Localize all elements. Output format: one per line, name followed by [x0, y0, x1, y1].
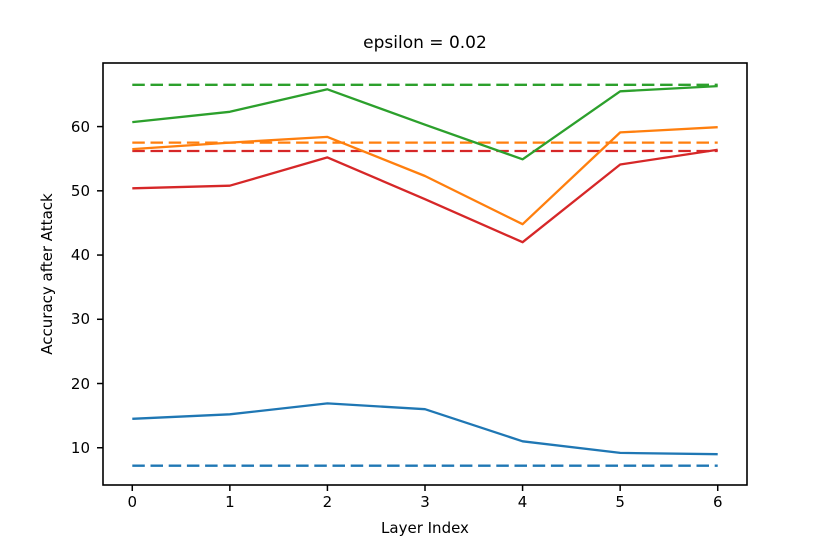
- orange-solid-line: [132, 126, 718, 226]
- x-tick-label: 4: [517, 493, 528, 511]
- y-tick-label: 50: [70, 181, 90, 200]
- axes-frame: [102, 62, 748, 486]
- x-tick-label: 0: [127, 493, 138, 511]
- green-solid-line: [132, 84, 718, 161]
- x-tick-label: 6: [712, 493, 723, 511]
- x-tick-label: 3: [420, 493, 430, 511]
- y-tick-label: 20: [70, 374, 90, 393]
- blue-solid-line: [132, 402, 718, 456]
- x-tick-label: 5: [615, 493, 625, 511]
- x-tick-label: 1: [225, 493, 235, 511]
- x-axis-label: Layer Index: [381, 519, 469, 537]
- y-tick-label: 40: [70, 246, 90, 265]
- y-tick-label: 60: [70, 117, 90, 136]
- chart-title: epsilon = 0.02: [363, 33, 487, 53]
- red-solid-line: [132, 148, 718, 244]
- y-tick-label: 30: [70, 310, 90, 329]
- plot-area: [97, 62, 748, 491]
- y-tick-label: 10: [70, 438, 90, 457]
- x-tick-label: 2: [322, 493, 333, 511]
- y-axis-label: Accuracy after Attack: [38, 193, 56, 355]
